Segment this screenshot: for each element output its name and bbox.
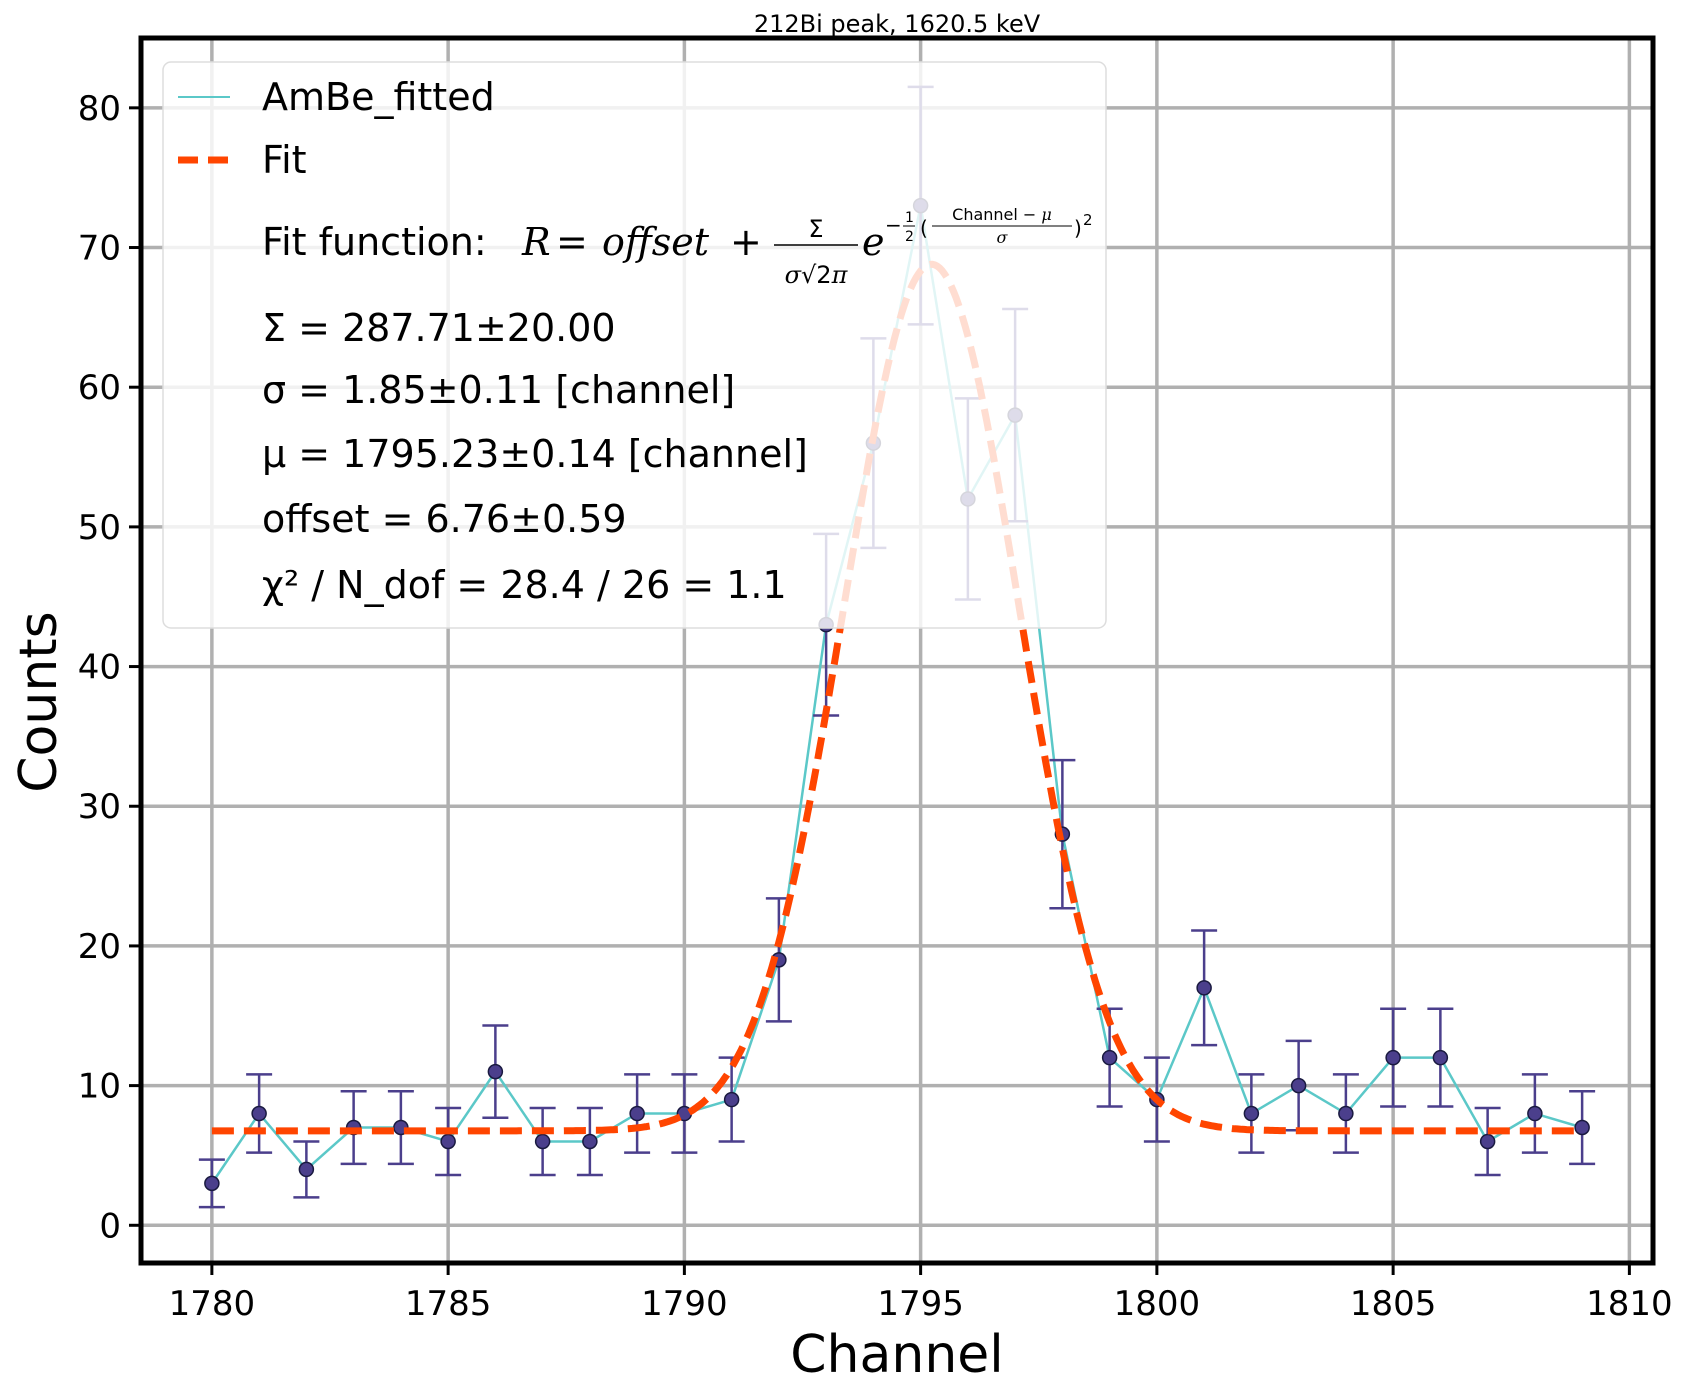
fit-function-formula: R = offset + Σ σ√2π e − 1 2 ( Channel − … (521, 205, 1093, 289)
fit-function-label: Fit function: (262, 220, 487, 264)
x-axis-label: Channel (790, 1325, 1003, 1385)
data-point (1196, 980, 1212, 996)
y-tick-label: 20 (78, 927, 121, 967)
data-point (723, 1091, 740, 1108)
data-point (1385, 1049, 1401, 1066)
data-point (440, 1133, 456, 1150)
data-point (1243, 1105, 1260, 1122)
svg-text:2: 2 (1083, 211, 1093, 229)
data-point (251, 1105, 267, 1122)
data-point (1574, 1119, 1590, 1136)
svg-text:Σ: Σ (808, 215, 823, 243)
y-axis-label: Counts (9, 611, 69, 793)
data-point (298, 1161, 315, 1178)
y-tick-label: 80 (78, 89, 121, 129)
y-tick-label: 10 (78, 1067, 121, 1107)
data-point (204, 1175, 220, 1192)
x-tick-label: 1795 (877, 1284, 964, 1324)
svg-text:Channel − μ: Channel − μ (952, 205, 1052, 224)
legend-entry-ambe-fitted: AmBe_fitted (262, 75, 495, 119)
data-point (487, 1063, 504, 1080)
data-point (1527, 1105, 1543, 1122)
chart-title: 212Bi peak, 1620.5 keV (754, 10, 1041, 38)
legend-mu: μ = 1795.23±0.14 [channel] (262, 432, 808, 476)
data-point (1290, 1077, 1307, 1094)
data-point (1338, 1105, 1354, 1122)
x-tick-label: 1810 (1586, 1284, 1673, 1324)
legend: AmBe_fitted Fit Fit function: R = offset… (162, 61, 1107, 629)
data-point (582, 1133, 598, 1150)
data-point (1479, 1133, 1496, 1150)
svg-text:R: R (521, 220, 551, 264)
svg-text:e: e (862, 220, 885, 264)
svg-text:1: 1 (905, 210, 914, 226)
y-tick-label: 60 (78, 368, 121, 408)
y-axis-ticks: 0 10 20 30 40 50 60 70 80 (78, 89, 141, 1246)
x-tick-label: 1785 (405, 1284, 492, 1324)
svg-text:σ√2π: σ√2π (785, 261, 849, 289)
svg-text:offset: offset (602, 220, 710, 264)
data-point (534, 1133, 551, 1150)
svg-text:(: ( (920, 216, 928, 240)
x-axis-ticks: 1780 1785 1790 1795 1800 1805 1810 (169, 1263, 1673, 1324)
legend-sigma-total: Σ = 287.71±20.00 (262, 306, 616, 350)
svg-text:): ) (1074, 216, 1082, 240)
y-tick-label: 40 (78, 648, 121, 688)
svg-text:σ: σ (997, 228, 1009, 247)
legend-offset: offset = 6.76±0.59 (262, 497, 627, 541)
legend-box (162, 61, 1107, 629)
data-point (629, 1105, 645, 1122)
y-tick-label: 70 (78, 229, 121, 269)
svg-text:+: + (730, 220, 762, 264)
plot-frame (138, 35, 1656, 1266)
y-tick-label: 30 (78, 787, 121, 827)
data-point (1101, 1049, 1118, 1066)
legend-sigma-width: σ = 1.85±0.11 [channel] (262, 368, 735, 412)
data-point (1432, 1049, 1449, 1066)
legend-entry-fit: Fit (262, 138, 307, 182)
y-tick-label: 50 (78, 508, 121, 548)
x-tick-label: 1805 (1350, 1284, 1437, 1324)
legend-fit-function: Fit function: R = offset + Σ σ√2π e − 1 … (262, 205, 1093, 289)
x-tick-label: 1780 (169, 1284, 256, 1324)
svg-text:2: 2 (905, 229, 914, 245)
x-tick-label: 1800 (1114, 1284, 1201, 1324)
y-tick-label: 0 (99, 1206, 121, 1246)
svg-text:=: = (556, 220, 588, 264)
legend-chi2: χ² / N_dof = 28.4 / 26 = 1.1 (262, 563, 787, 607)
x-tick-label: 1790 (641, 1284, 728, 1324)
svg-text:−: − (885, 213, 902, 237)
